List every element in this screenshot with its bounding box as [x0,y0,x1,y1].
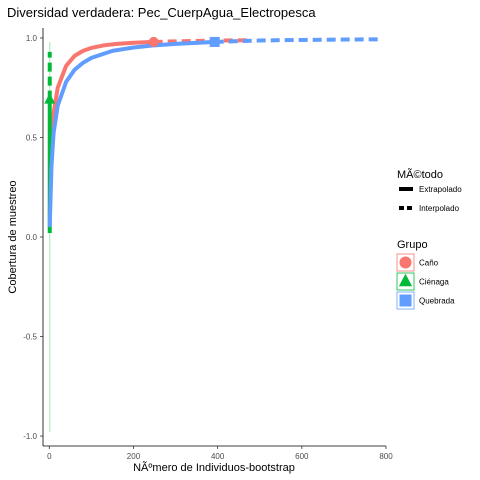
x-tick-label: 600 [295,452,309,461]
y-axis-label: Cobertura de muestreo [7,180,19,293]
legend-group-title: Grupo [397,239,428,251]
y-ticks: 1.0 0.5 0.0 -0.5 -1.0 [23,34,43,441]
legend-label-cano: Caño [419,259,439,268]
legend-label-interpolado: Interpolado [419,204,460,213]
legend-key-cano [399,256,412,269]
axes [42,28,386,447]
legend-key-box-quebrada [396,291,415,310]
line-interpolated-quebrada [47,39,215,228]
line-extrapolated-cano [153,38,252,44]
marker-layer [44,36,220,104]
legend-groups: Caño Ciénaga Quebrada [396,253,455,310]
legend-label-cienaga: Ciénaga [419,278,449,287]
legend-method-title: MÃ©todo [397,168,443,181]
marker-quebrada [209,36,220,47]
y-tick-label: 1.0 [26,34,38,43]
marker-cienaga [44,93,56,104]
x-tick-label: 0 [47,452,52,461]
line-interpolated-cano [47,39,154,218]
legend: MÃ©todo Extrapolado Interpolado Grupo Ca… [396,168,462,310]
series-layer [47,37,381,234]
legend-label-extrapolado: Extrapolado [419,185,462,194]
legend-key-quebrada [399,294,412,307]
line-extrapolated-quebrada [214,37,381,44]
legend-label-quebrada: Quebrada [419,297,455,306]
y-tick-label: -0.5 [23,333,37,342]
legend-key-box-cano [396,253,415,272]
chart-title: Diversidad verdadera: Pec_CuerpAgua_Elec… [7,5,316,20]
y-tick-label: -1.0 [23,432,37,441]
x-tick-label: 200 [127,452,141,461]
marker-cano [148,36,159,47]
legend-key-cienaga [398,273,413,287]
x-axis-label: NÃºmero de Individuos-bootstrap [133,461,295,474]
y-tick-label: 0.0 [26,233,38,242]
x-tick-label: 800 [379,452,393,461]
legend-key-box-cienaga [396,272,415,291]
x-ticks: 0 200 400 600 800 [47,446,393,461]
x-tick-label: 400 [211,452,225,461]
y-tick-label: 0.5 [26,133,38,142]
